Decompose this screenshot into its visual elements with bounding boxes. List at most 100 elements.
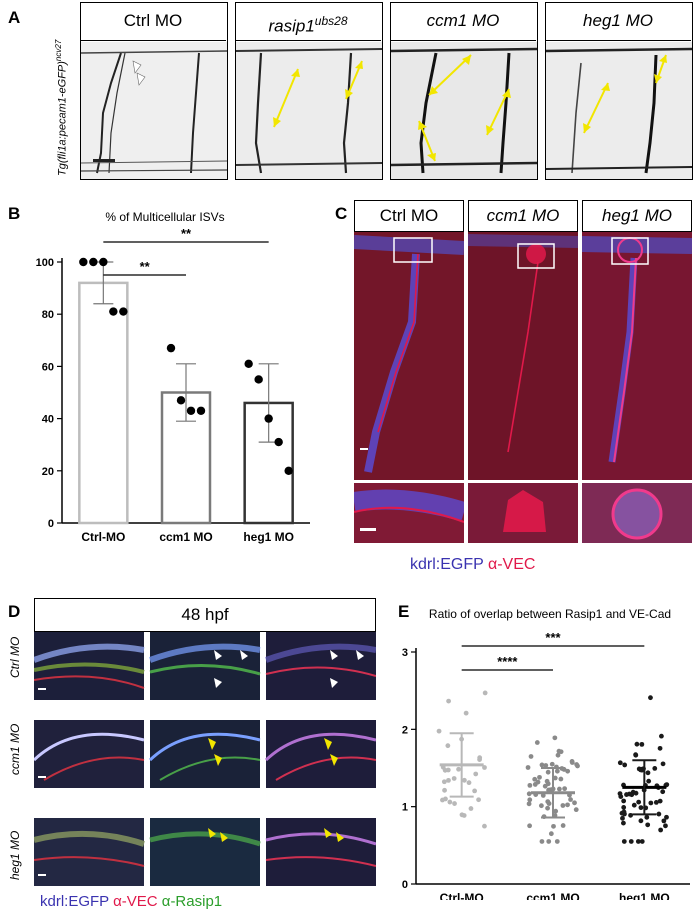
chart-e-point (528, 754, 534, 759)
panel-c-letter: C (335, 204, 348, 223)
chart-e-point (443, 796, 448, 802)
chart-e-point (621, 839, 627, 844)
chart-e-point (476, 797, 481, 803)
chart-e-point (568, 797, 573, 802)
chart-e-point (545, 769, 551, 775)
confocal-image-ctrl-c (354, 232, 464, 543)
panel-a-image-2: rasip1ubs28 (235, 2, 383, 180)
chart-e-title: Ratio of overlap between Rasip1 and VE-C… (429, 607, 671, 621)
chart-e-point (463, 710, 469, 716)
chart-b-category-label: Ctrl-MO (81, 530, 125, 544)
chart-e-point (558, 776, 564, 782)
legend-kdrl: kdrl:EGFP (410, 556, 484, 573)
panel-d-header: 48 hpf (34, 598, 376, 632)
panel-d-row-label-2: ccm1 MO (8, 723, 22, 775)
vessel-image-rasip1 (236, 42, 382, 179)
chart-e-point (645, 822, 651, 828)
confocal-image-ccm1-c (468, 232, 578, 543)
confocal-image-heg1-c (582, 232, 692, 543)
chart-b-ytick-label: 0 (48, 518, 54, 530)
chart-e-point (447, 799, 453, 805)
chart-e-point (548, 831, 554, 837)
chart-b-category-label: heg1 MO (243, 530, 294, 544)
chart-e-sig-label: **** (497, 654, 518, 669)
chart-e-point (621, 805, 627, 810)
chart-b-sig-label: ** (140, 259, 151, 274)
chart-e-point (532, 776, 538, 782)
chart-e-ytick-label: 3 (402, 647, 408, 659)
chart-b-point (244, 359, 253, 368)
panel-a-label-2: rasip1ubs28 (236, 3, 381, 41)
chart-e-point (664, 814, 669, 820)
panel-c-column-2: ccm1 MO (468, 200, 578, 543)
chart-e-point (535, 779, 541, 785)
chart-e-point (527, 797, 533, 803)
chart-e-point (482, 690, 488, 696)
chart-e-point (553, 808, 559, 814)
chart-b-category-label: ccm1 MO (159, 530, 212, 544)
chart-b-point (79, 257, 88, 267)
vessel-image-ctrl (81, 42, 227, 179)
chart-e-point (660, 789, 666, 795)
panel-c-column-1: Ctrl MO (354, 200, 464, 543)
panel-c-label-2: ccm1 MO (468, 200, 578, 232)
chart-e-point (544, 778, 550, 784)
chart-e-point (466, 780, 472, 786)
legend-d-rasip1: α-Rasip1 (161, 893, 223, 910)
chart-e-point (659, 733, 664, 739)
chart-e-point (648, 695, 653, 701)
chart-e-point (539, 762, 545, 768)
panel-a-label-4: heg1 MO (546, 3, 691, 41)
chart-e-point (461, 777, 467, 783)
chart-e-point (445, 767, 451, 773)
chart-e-point (573, 807, 579, 813)
chart-e-point (569, 760, 575, 765)
chart-e-point (656, 811, 662, 817)
chart-e-point (648, 800, 654, 806)
chart-e-point (638, 805, 644, 811)
vessel-image-ccm1 (391, 42, 537, 179)
chart-e-point (452, 801, 457, 806)
chart-e-point (549, 761, 555, 767)
chart-b-point (176, 396, 186, 405)
legend-vec: α-VEC (487, 556, 536, 573)
chart-e-point (527, 823, 532, 829)
chart-e-point (545, 805, 550, 811)
chart-e-point (525, 765, 531, 770)
chart-e-point (472, 788, 478, 794)
chart-b-point (186, 406, 196, 415)
d-row-heg1 (34, 818, 376, 886)
chart-e-point (657, 798, 663, 804)
panel-c-label-1: Ctrl MO (354, 200, 464, 232)
chart-e-point (620, 815, 625, 821)
chart-e-point (442, 787, 447, 793)
chart-e-category-label: Ctrl-MO (440, 891, 484, 900)
chart-e-point (635, 839, 641, 844)
panel-a-image-4: heg1 MO (545, 2, 693, 180)
chart-e: Ratio of overlap between Rasip1 and VE-C… (402, 607, 690, 900)
chart-b-ytick-label: 40 (42, 414, 54, 426)
chart-e-point (456, 766, 461, 772)
panel-a-letter: A (8, 8, 21, 27)
chart-e-point (658, 827, 664, 833)
chart-e-point (628, 812, 633, 818)
chart-e-point (638, 767, 644, 773)
chart-e-point (617, 760, 623, 766)
chart-e-point (631, 802, 637, 808)
chart-e-point (551, 823, 556, 829)
chart-b-point (254, 375, 263, 384)
chart-e-point (552, 775, 558, 781)
chart-e-point (646, 778, 652, 784)
panel-b-letter: B (8, 204, 21, 223)
panel-a-label-1: Ctrl MO (81, 3, 226, 41)
chart-e-point (546, 839, 552, 844)
chart-e-point (560, 803, 566, 808)
chart-b-title: % of Multicellular ISVs (105, 210, 224, 224)
chart-e-point (554, 768, 560, 774)
chart-e-point (446, 777, 451, 783)
chart-b-point (166, 343, 176, 353)
chart-e-point (441, 779, 447, 785)
chart-e-point (618, 794, 624, 799)
chart-e-point (482, 823, 487, 829)
chart-e-point (645, 770, 651, 776)
